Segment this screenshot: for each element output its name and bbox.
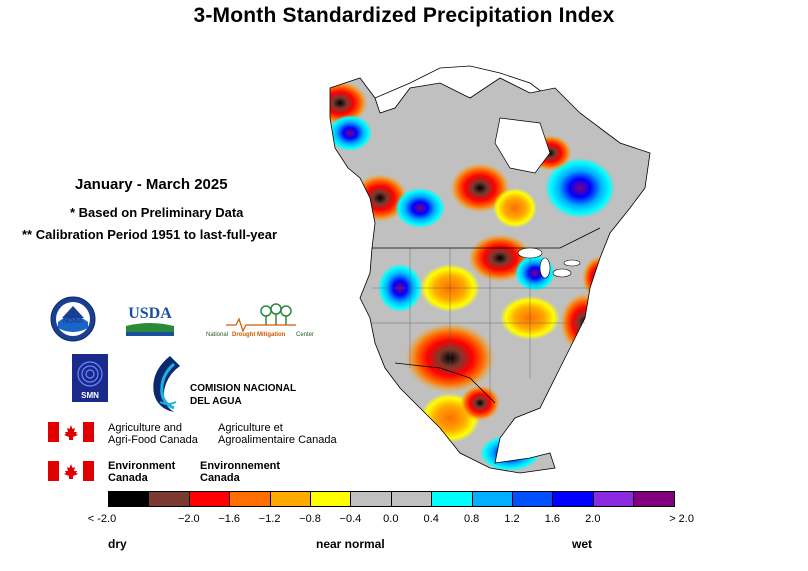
precipitation-map — [300, 58, 660, 478]
ndmc-text-1: National — [206, 332, 228, 338]
legend-tick-label: 1.6 — [544, 513, 561, 525]
aafc-fr-line-1: Agriculture et — [218, 422, 283, 434]
legend-tick-label: −0.4 — [339, 513, 362, 525]
legend-swatch — [432, 492, 473, 506]
north-america-map-svg — [329, 65, 651, 474]
ec-fr-line-2: Canada — [200, 472, 240, 484]
noaa-emblem-icon: NOAA — [50, 296, 96, 342]
legend-tick-label: 2.0 — [585, 513, 601, 525]
ec-en-line-1: Environment — [108, 460, 176, 472]
legend-swatch — [189, 492, 231, 506]
conagua-line-1: COMISION NACIONAL — [190, 383, 297, 394]
legend-swatch — [391, 492, 433, 506]
legend-swatch — [472, 492, 513, 506]
legend-swatch — [512, 492, 554, 506]
legend-near-normal-label: near normal — [316, 537, 385, 551]
legend-swatch — [230, 492, 271, 506]
legend-tick-label: −2.0 — [177, 513, 200, 525]
conagua-emblem-icon — [153, 356, 180, 412]
noaa-logo: NOAA — [50, 296, 96, 347]
ndmc-text-3: Center — [296, 332, 314, 338]
aafc-en-line-2: Agri-Food Canada — [108, 434, 198, 446]
ndmc-text-2: Drought Mitigation — [232, 332, 286, 338]
aafc-en-line-1: Agriculture and — [108, 422, 182, 434]
preliminary-note: * Based on Preliminary Data — [70, 205, 244, 220]
canada-flag-aafc — [48, 422, 94, 447]
conagua-logo — [140, 354, 188, 419]
usda-text: USDA — [128, 305, 172, 322]
legend-tick-label: −1.6 — [218, 513, 241, 525]
aafc-english: Agriculture and Agri-Food Canada — [108, 422, 198, 446]
canada-flag-icon-2 — [48, 461, 94, 481]
ec-english: Environment Canada — [108, 460, 175, 484]
canada-flag-icon — [48, 422, 94, 442]
legend-tick-label: 1.2 — [504, 513, 520, 525]
legend-tick-label: > 2.0 — [669, 513, 694, 525]
legend-swatch — [634, 492, 675, 506]
legend-tick-label: 0.8 — [463, 513, 480, 525]
legend-tick-label: −0.8 — [299, 513, 321, 525]
ec-en-line-2: Canada — [108, 472, 148, 484]
legend-swatch — [593, 492, 635, 506]
canada-flag-ec — [48, 461, 94, 486]
usda-emblem-icon: USDA — [126, 305, 174, 336]
conagua-line-2: DEL AGUA — [190, 396, 242, 407]
legend-wet-label: wet — [572, 537, 593, 551]
legend-swatch — [109, 492, 150, 506]
conagua-label: COMISION NACIONAL DEL AGUA — [190, 382, 296, 408]
legend-swatch — [270, 492, 311, 506]
map-title: 3-Month Standardized Precipitation Index — [193, 4, 615, 27]
legend-swatch — [553, 492, 594, 506]
usda-logo: USDA — [124, 302, 176, 343]
ec-fr-line-1: Environnement — [200, 460, 281, 472]
color-legend-bar — [108, 491, 676, 507]
period-label: January - March 2025 — [75, 176, 228, 193]
smn-emblem-icon: SMN — [72, 354, 108, 402]
smn-text: SMN — [81, 391, 99, 400]
legend-tick-label: −1.2 — [258, 513, 281, 525]
aafc-french: Agriculture et Agroalimentaire Canada — [218, 422, 337, 446]
aafc-fr-line-2: Agroalimentaire Canada — [218, 434, 337, 446]
ndmc-logo: National Drought Mitigation Center — [206, 303, 334, 344]
legend-swatch — [310, 492, 352, 506]
legend-swatch — [149, 492, 190, 506]
legend-dry-label: dry — [108, 537, 127, 551]
ndmc-emblem-icon: National Drought Mitigation Center — [206, 303, 314, 338]
legend-tick-label: < -2.0 — [87, 513, 117, 525]
legend-tick-label: 0.4 — [423, 513, 439, 525]
legend-tick-label: 0.0 — [383, 513, 399, 525]
noaa-text: NOAA — [63, 318, 84, 325]
smn-logo: SMN — [72, 354, 108, 407]
calibration-note: ** Calibration Period 1951 to last-full-… — [22, 227, 278, 242]
ec-french: Environnement Canada — [200, 460, 280, 484]
legend-swatch — [351, 492, 392, 506]
